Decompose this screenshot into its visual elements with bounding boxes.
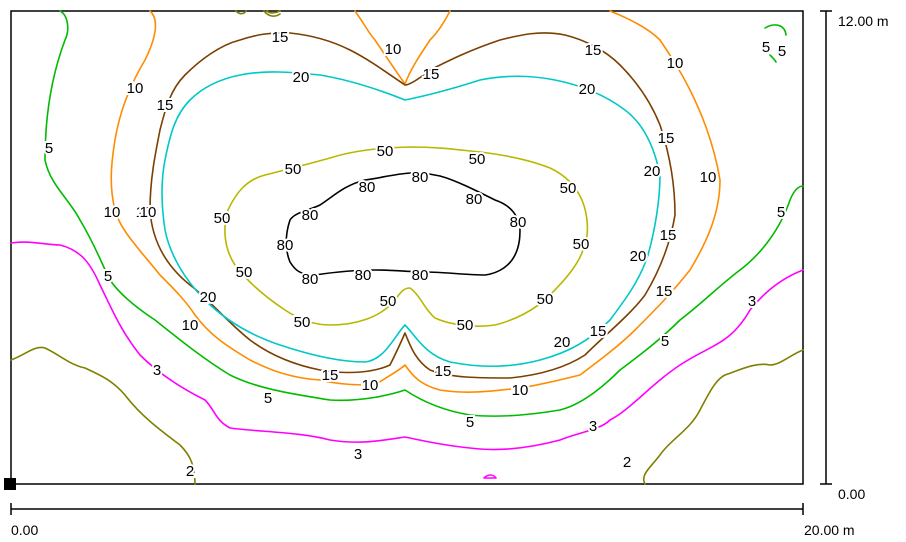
contour-label: 15 (656, 283, 673, 300)
contour-label: 5 (762, 39, 770, 56)
contour-label: 80 (412, 267, 429, 284)
contour-label: 10 (512, 382, 529, 399)
contour-label: 2 (623, 454, 631, 471)
contour-label: 20 (579, 81, 596, 98)
contour-label: 50 (377, 143, 394, 160)
origin-marker (4, 478, 16, 490)
contour-label: 50 (560, 180, 577, 197)
contour-label: 50 (214, 210, 231, 227)
isoline-20 (161, 71, 661, 368)
contour-label: 5 (104, 268, 112, 285)
contour-label: 10 (385, 41, 402, 58)
contour-label: 20 (644, 163, 661, 180)
contour-label: 50 (285, 161, 302, 178)
room-outline (10, 10, 804, 485)
contour-label: 15 (585, 42, 602, 59)
contour-label: 5 (661, 333, 669, 350)
contour-label: 15 (136, 204, 153, 221)
y-scale-bar (820, 10, 832, 485)
isoline-5 (44, 10, 804, 417)
contour-label: 80 (359, 179, 376, 196)
contour-label: 50 (469, 151, 486, 168)
contour-label: 80 (277, 237, 294, 254)
contour-label: 10 (512, 382, 529, 399)
contour-label: 5 (466, 414, 474, 431)
contour-label: 80 (466, 191, 483, 208)
contour-label: 50 (377, 143, 394, 160)
contour-label: 50 (573, 236, 590, 253)
contour-label: 20 (293, 69, 310, 86)
contour-label: 10 (127, 80, 144, 97)
contour-label: 10 (362, 377, 379, 394)
contour-label: 50 (294, 314, 311, 331)
contour-label: 15 (272, 29, 289, 46)
contour-label: 80 (412, 169, 429, 186)
contour-label: 15 (660, 227, 677, 244)
x-scale-end: 20.00 m (804, 522, 855, 538)
contour-label: 80 (355, 267, 372, 284)
isoline-10 (110, 10, 721, 393)
contour-label: 10 (182, 317, 199, 334)
contour-label: 20 (630, 248, 647, 265)
isoline-15 (149, 32, 676, 379)
contour-label: 5 (777, 204, 785, 221)
contour-label: 3 (354, 446, 362, 463)
contour-label: 10 (140, 204, 157, 221)
contour-label: 20 (200, 289, 217, 306)
contour-label: 20 (554, 334, 571, 351)
contour-label: 3 (589, 418, 597, 435)
contour-label: 5 (45, 140, 53, 157)
y-scale-start: 0.00 (838, 486, 865, 502)
contour-label: 10 (700, 169, 717, 186)
contour-label: 3 (153, 362, 161, 379)
contour-label: 50 (537, 291, 554, 308)
contour-label: 80 (302, 207, 319, 224)
isoline-3 (10, 241, 804, 479)
contour-label: 5 (264, 390, 272, 407)
contour-label: 3 (748, 293, 756, 310)
contour-label: 15 (157, 97, 174, 114)
contour-label: 80 (510, 214, 527, 231)
contour-label: 80 (302, 271, 319, 288)
isoline-80 (285, 171, 521, 276)
contour-label: 15 (322, 367, 339, 384)
contour-label: 15 (423, 66, 440, 83)
isoline-2 (10, 10, 804, 485)
contour-label: 10 (362, 377, 379, 394)
x-scale-start: 0.00 (11, 522, 38, 538)
contour-label: 15 (658, 130, 675, 147)
contour-label: 3 (748, 293, 756, 310)
contour-label: 50 (457, 317, 474, 334)
contour-label: 15 (590, 323, 607, 340)
contour-label: 5 (778, 43, 786, 60)
contour-label: 50 (380, 293, 397, 310)
contour-label: 15 (435, 363, 452, 380)
contour-label: 10 (656, 283, 673, 300)
y-scale-end: 12.00 m (838, 13, 889, 29)
isoline-50 (224, 146, 589, 327)
x-scale-bar (10, 503, 804, 515)
contour-label: 10 (667, 55, 684, 72)
contour-label: 2 (186, 463, 194, 480)
contour-label: 10 (104, 204, 121, 221)
contour-label: 50 (236, 264, 253, 281)
contour-label: 5 (264, 390, 272, 407)
